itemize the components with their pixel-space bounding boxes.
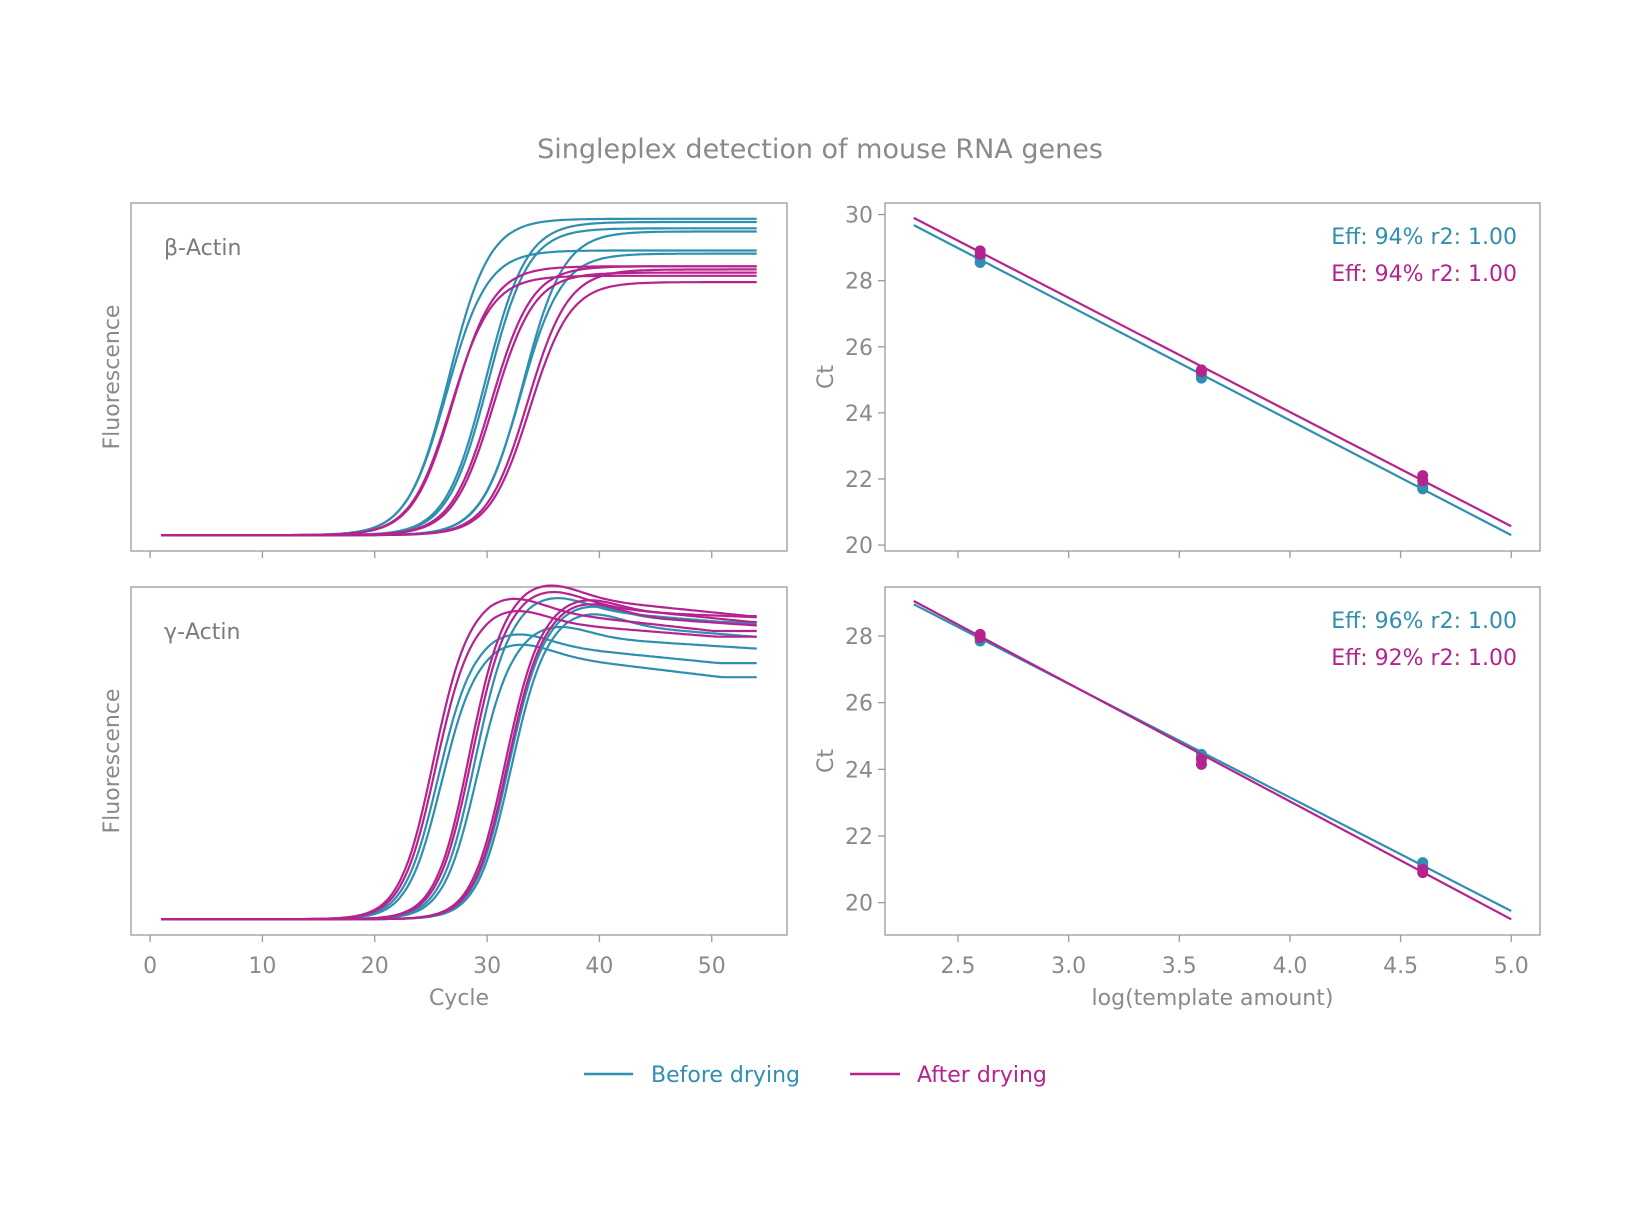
data-point-after [974,245,986,257]
panel-label: γ-Actin [164,620,240,645]
panel-4: 2.5 3.0 3.5 4.0 4.5 5.0 20 22 24 26 28 log(template… [814,586,1541,1011]
fit-line-before [913,603,1512,912]
x-tick-label: 4.0 [1272,954,1307,979]
x-tick-label: 40 [585,954,613,979]
fit-line-before [913,224,1512,537]
panels: Fluorescence β-Actin 0 10 20 30 40 50 Cycle Fluor… [100,202,1541,1011]
y-axis-label: Ct [814,749,839,773]
panel-2: 0 10 20 30 40 50 Cycle Fluorescence γ-Actin [100,584,788,1011]
amplification-curve-before [161,596,757,921]
y-tick-label: 24 [845,402,873,427]
y-tick-label: 20 [845,892,873,917]
x-tick-label: 3.5 [1162,954,1197,979]
x-tick-label: 0 [143,954,157,979]
y-axis-label: Fluorescence [100,689,125,834]
y-tick-label: 28 [845,625,873,650]
y-tick-label: 24 [845,758,873,783]
legend-label-before: Before drying [651,1063,800,1088]
efficiency-annotation-before: Eff: 96% r2: 1.00 [1331,609,1517,634]
y-axis-label: Ct [814,365,839,389]
x-axis-label: log(template amount) [1092,986,1334,1011]
y-tick-label: 28 [845,270,873,295]
x-tick-label: 4.5 [1383,954,1418,979]
fit-line-after [913,216,1512,528]
amplification-curve-after [161,281,757,537]
y-tick-label: 26 [845,336,873,361]
efficiency-annotation-after: Eff: 94% r2: 1.00 [1331,262,1517,287]
x-axis-label: Cycle [429,986,489,1011]
x-tick-label: 2.5 [941,954,976,979]
x-tick-label: 10 [248,954,276,979]
x-tick-label: 50 [698,954,726,979]
amplification-curve-before [161,643,757,921]
x-tick-label: 5.0 [1494,954,1529,979]
plot-frame [130,202,788,552]
panel-3: 20 22 24 26 28 30 Ct Eff: 94% r2: 1.00 Eff: 94% … [814,202,1541,559]
y-tick-label: 30 [845,204,873,229]
amplification-curve-after [161,271,757,537]
fit-line-after [913,600,1512,921]
data-point-after [1195,753,1207,765]
data-point-after [1417,470,1429,482]
amplification-curve-after [161,597,757,921]
data-point-after [974,628,986,640]
efficiency-annotation-before: Eff: 94% r2: 1.00 [1331,225,1517,250]
y-tick-label: 22 [845,825,873,850]
amplification-curve-after [161,603,757,921]
amplification-curve-after [161,599,757,921]
data-point-after [1195,364,1207,376]
x-tick-label: 30 [473,954,501,979]
amplification-curve-after [161,584,757,921]
panel-label: β-Actin [164,236,241,261]
chart-title: Singleplex detection of mouse RNA genes [537,134,1103,165]
y-axis-label: Fluorescence [100,305,125,450]
panel-1: Fluorescence β-Actin [100,202,788,558]
amplification-curve-after [161,590,757,921]
x-tick-label: 20 [361,954,389,979]
amplification-curve-before [161,605,757,921]
y-tick-label: 20 [845,534,873,559]
amplification-curve-before [161,252,757,537]
plot-frame [884,586,1541,936]
x-tick-label: 3.0 [1051,954,1086,979]
efficiency-annotation-after: Eff: 92% r2: 1.00 [1331,646,1517,671]
y-tick-label: 22 [845,468,873,493]
plot-frame [884,202,1541,552]
legend: Before drying After drying [584,1063,1047,1088]
plot-frame [130,586,788,936]
legend-label-after: After drying [917,1063,1047,1088]
y-tick-label: 26 [845,692,873,717]
data-point-after [1417,863,1429,875]
